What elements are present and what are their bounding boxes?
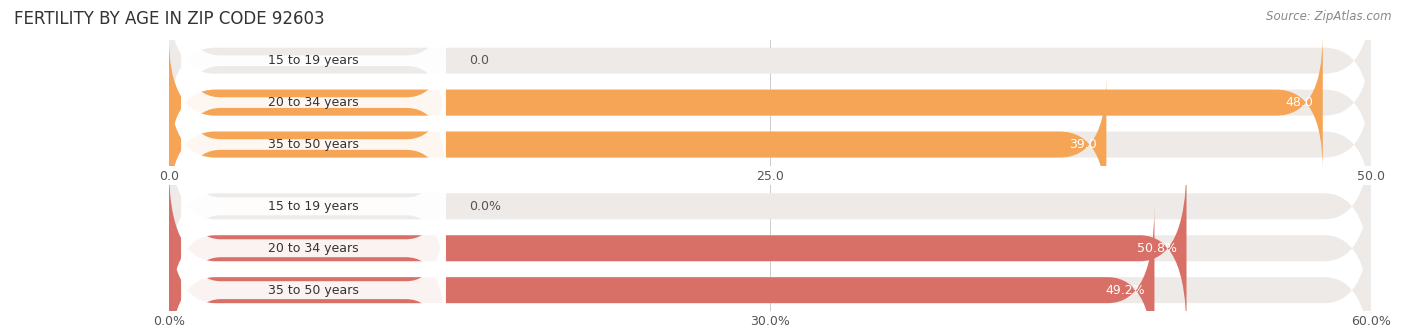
FancyBboxPatch shape	[169, 34, 1323, 171]
Text: 49.2%: 49.2%	[1105, 284, 1144, 297]
Text: 20 to 34 years: 20 to 34 years	[269, 96, 359, 109]
FancyBboxPatch shape	[169, 0, 1371, 129]
Text: 15 to 19 years: 15 to 19 years	[269, 200, 359, 213]
Text: Source: ZipAtlas.com: Source: ZipAtlas.com	[1267, 10, 1392, 23]
Text: FERTILITY BY AGE IN ZIP CODE 92603: FERTILITY BY AGE IN ZIP CODE 92603	[14, 10, 325, 28]
Text: 20 to 34 years: 20 to 34 years	[269, 242, 359, 255]
Text: 35 to 50 years: 35 to 50 years	[269, 284, 359, 297]
FancyBboxPatch shape	[169, 164, 1187, 331]
FancyBboxPatch shape	[181, 28, 446, 177]
FancyBboxPatch shape	[169, 122, 1371, 291]
Text: 15 to 19 years: 15 to 19 years	[269, 54, 359, 67]
FancyBboxPatch shape	[181, 157, 446, 331]
FancyBboxPatch shape	[181, 70, 446, 219]
FancyBboxPatch shape	[169, 34, 1371, 171]
Text: 39.0: 39.0	[1069, 138, 1097, 151]
Text: 50.8%: 50.8%	[1137, 242, 1177, 255]
FancyBboxPatch shape	[181, 0, 446, 135]
FancyBboxPatch shape	[181, 198, 446, 331]
Text: 0.0%: 0.0%	[470, 200, 502, 213]
FancyBboxPatch shape	[169, 206, 1154, 331]
Text: 0.0: 0.0	[470, 54, 489, 67]
FancyBboxPatch shape	[169, 206, 1371, 331]
FancyBboxPatch shape	[169, 76, 1371, 213]
FancyBboxPatch shape	[169, 76, 1107, 213]
FancyBboxPatch shape	[169, 164, 1371, 331]
Text: 48.0: 48.0	[1285, 96, 1313, 109]
FancyBboxPatch shape	[181, 115, 446, 298]
Text: 35 to 50 years: 35 to 50 years	[269, 138, 359, 151]
